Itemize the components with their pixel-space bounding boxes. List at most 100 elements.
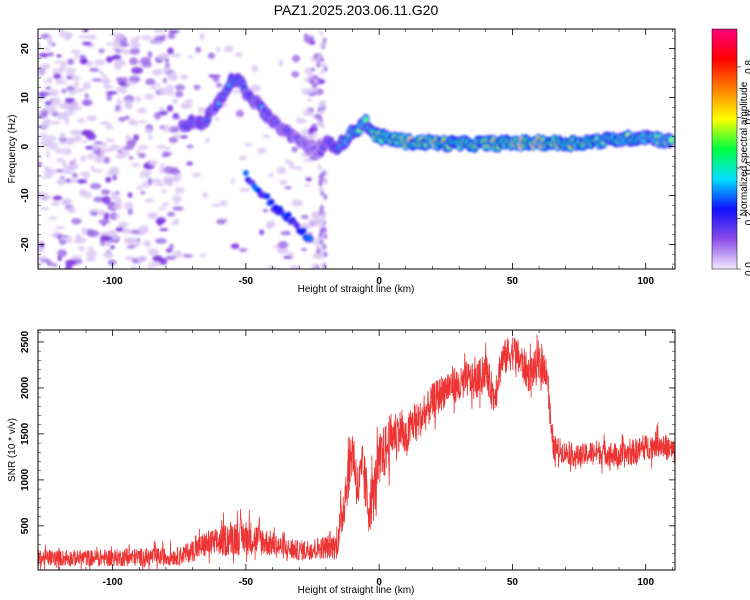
noise-blob — [316, 56, 321, 63]
noise-blob — [45, 150, 51, 158]
noise-blob — [46, 260, 53, 267]
noise-blob — [300, 214, 309, 219]
noise-blob — [322, 262, 327, 269]
noise-blob — [141, 183, 150, 188]
noise-blob — [212, 77, 220, 82]
noise-blob — [85, 250, 98, 258]
noise-blob — [112, 174, 117, 181]
noise-blob — [234, 52, 243, 58]
noise-blob — [302, 109, 313, 117]
noise-blob — [72, 158, 77, 165]
noise-blob — [167, 47, 174, 55]
noise-blob — [51, 200, 61, 207]
noise-blob — [46, 52, 55, 57]
noise-blob — [131, 265, 137, 269]
noise-blob — [41, 109, 49, 118]
noise-blob — [106, 42, 116, 46]
noise-blob — [199, 253, 206, 258]
noise-blob — [52, 68, 58, 75]
noise-blob — [44, 118, 51, 125]
noise-blob — [320, 227, 325, 234]
noise-blob — [173, 218, 180, 225]
colorbar-tick-label: 0.8 — [744, 60, 750, 74]
noise-blob — [66, 235, 73, 244]
noise-blob — [301, 128, 309, 136]
noise-blob — [268, 265, 276, 269]
noise-blob — [230, 243, 240, 250]
noise-blob — [133, 134, 140, 141]
noise-blob — [52, 97, 61, 106]
noise-blob — [89, 183, 102, 190]
noise-blob — [185, 99, 194, 103]
noise-blob — [82, 59, 88, 64]
noise-blob — [159, 110, 168, 116]
noise-blob — [69, 49, 82, 54]
noise-blob — [98, 219, 110, 225]
noise-blob — [38, 255, 47, 260]
noise-blob — [66, 137, 78, 143]
noise-blob — [105, 138, 116, 143]
noise-blob — [207, 52, 216, 59]
noise-blob — [149, 162, 157, 166]
noise-blob — [319, 69, 324, 76]
noise-blob — [129, 57, 138, 66]
noise-blob — [150, 41, 163, 45]
noise-blob — [102, 85, 114, 89]
noise-blob — [65, 259, 77, 267]
noise-blob — [115, 226, 124, 232]
noise-blob — [124, 115, 129, 121]
noise-blob — [87, 246, 94, 252]
noise-blob — [145, 78, 156, 86]
noise-blob — [308, 127, 314, 135]
noise-blob — [179, 187, 185, 194]
noise-blob — [158, 87, 169, 96]
noise-blob — [153, 29, 166, 33]
noise-blob — [316, 236, 321, 243]
noise-blob — [82, 190, 92, 199]
spectrogram-frame — [37, 28, 676, 270]
noise-blob — [127, 207, 133, 216]
noise-blob — [62, 147, 72, 156]
noise-blob — [182, 254, 194, 258]
noise-blob — [314, 79, 319, 84]
spectrogram-x-tick-label: -100 — [103, 276, 123, 287]
noise-blob — [147, 248, 159, 256]
noise-blob — [114, 213, 121, 219]
noise-blob — [231, 177, 236, 185]
noise-blob — [109, 212, 118, 221]
noise-blob — [161, 202, 170, 207]
noise-blob — [172, 112, 179, 118]
noise-blob — [232, 89, 243, 94]
noise-blob — [107, 259, 117, 266]
noise-blob — [148, 265, 153, 269]
noise-blob — [41, 175, 53, 179]
noise-blob — [160, 163, 165, 167]
noise-blob — [172, 206, 184, 211]
noise-blob — [172, 195, 182, 202]
noise-blob — [61, 161, 67, 167]
spectrogram-x-tick-label: 50 — [507, 276, 519, 287]
noise-blob — [319, 175, 324, 182]
noise-blob — [278, 60, 284, 67]
noise-blob — [211, 203, 221, 207]
noise-blob — [156, 144, 166, 150]
noise-blob — [56, 54, 62, 58]
noise-blob — [316, 242, 321, 249]
colorbar-bar — [712, 29, 737, 269]
snr-x-tick-label: -50 — [239, 577, 254, 588]
noise-blob — [319, 238, 324, 245]
noise-blob — [59, 112, 67, 117]
noise-blob — [302, 158, 314, 163]
spectrogram-signal-track — [177, 72, 675, 242]
noise-blob — [323, 177, 328, 184]
noise-blob — [125, 134, 131, 142]
noise-blob — [47, 35, 53, 43]
noise-blob — [46, 135, 57, 142]
noise-blob — [135, 150, 140, 155]
noise-blob — [61, 198, 73, 206]
noise-blob — [321, 171, 326, 178]
noise-blob — [61, 88, 67, 94]
figure-title: PAZ1.2025.203.06.11.G20 — [274, 2, 439, 18]
noise-blob — [112, 54, 122, 60]
